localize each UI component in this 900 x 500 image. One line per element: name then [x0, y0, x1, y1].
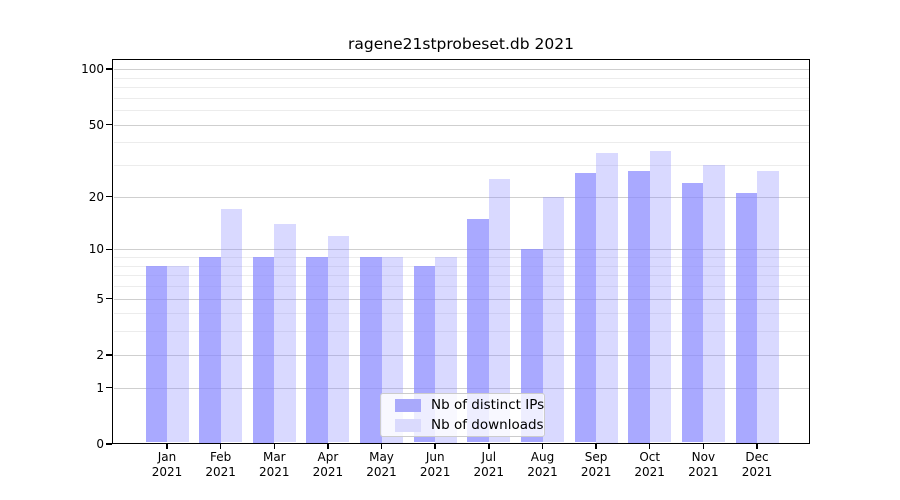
- minor-gridline-8: [114, 265, 809, 267]
- x-tick-label-mar: Mar 2021: [259, 450, 290, 479]
- x-tick-label-jan: Jan 2021: [151, 450, 183, 479]
- bar-nb-of-downloads-jul: [488, 179, 511, 443]
- y-tick-mark: [106, 297, 112, 300]
- x-tick-mark: [488, 444, 490, 449]
- y-tick-label-0: 0: [96, 437, 104, 451]
- bar-nb-of-distinct-ips-apr: [306, 257, 328, 443]
- bar-nb-of-downloads-feb: [220, 209, 243, 443]
- bar-nb-of-downloads-sep: [596, 153, 618, 443]
- legend: Nb of distinct IPs Nb of downloads: [380, 393, 545, 437]
- x-tick-label-jun: Jun 2021: [419, 450, 451, 479]
- x-tick-mark: [327, 444, 329, 449]
- x-tick-mark: [541, 444, 544, 449]
- minor-gridline-60: [114, 110, 809, 112]
- x-tick-label-aug: Aug 2021: [527, 450, 558, 479]
- y-tick-mark: [106, 195, 112, 198]
- y-tick-label-5: 5: [96, 291, 104, 306]
- x-tick-mark: [648, 444, 651, 449]
- minor-gridline-40: [114, 142, 809, 144]
- major-gridline-50: [114, 124, 809, 126]
- x-tick-mark: [273, 444, 276, 449]
- bar-nb-of-downloads-mar: [274, 224, 296, 443]
- minor-gridline-6: [114, 286, 809, 287]
- x-tick-mark: [166, 444, 168, 449]
- minor-gridline-80: [114, 87, 809, 89]
- bar-nb-of-distinct-ips-mar: [252, 257, 275, 443]
- y-tick-label-20: 20: [88, 189, 104, 204]
- y-tick-mark: [106, 123, 112, 126]
- y-tick-mark: [106, 443, 112, 445]
- major-gridline-10: [114, 249, 809, 251]
- bar-nb-of-downloads-jan: [167, 265, 189, 443]
- y-tick-label-100: 100: [81, 62, 104, 77]
- bar-nb-of-downloads-nov: [703, 165, 725, 443]
- x-tick-mark: [756, 444, 758, 449]
- y-tick-mark: [106, 354, 112, 356]
- bar-nb-of-downloads-aug: [542, 196, 564, 443]
- y-tick-mark: [106, 248, 112, 251]
- major-gridline-1: [114, 387, 809, 389]
- bar-nb-of-distinct-ips-feb: [199, 257, 221, 443]
- minor-gridline-9: [114, 257, 809, 258]
- x-tick-mark: [595, 444, 597, 449]
- bar-nb-of-distinct-ips-may: [360, 257, 382, 443]
- bar-nb-of-downloads-oct: [649, 150, 672, 443]
- minor-gridline-3: [114, 331, 809, 333]
- bar-nb-of-distinct-ips-dec: [735, 193, 757, 443]
- legend-item-downloads: Nb of downloads: [381, 415, 544, 435]
- x-tick-label-oct: Oct 2021: [634, 450, 665, 479]
- bar-nb-of-distinct-ips-jul: [467, 218, 489, 443]
- major-gridline-5: [114, 298, 809, 300]
- major-gridline-100: [114, 69, 809, 71]
- bar-nb-of-distinct-ips-nov: [681, 182, 704, 443]
- bar-nb-of-distinct-ips-sep: [574, 173, 597, 443]
- minor-gridline-30: [114, 165, 809, 167]
- legend-label-downloads: Nb of downloads: [431, 417, 544, 433]
- bar-nb-of-distinct-ips-oct: [628, 170, 650, 443]
- x-tick-label-sep: Sep 2021: [580, 450, 612, 479]
- minor-gridline-70: [114, 97, 809, 99]
- minor-gridline-4: [114, 313, 809, 315]
- bar-nb-of-downloads-dec: [757, 170, 779, 443]
- x-tick-mark: [434, 444, 436, 449]
- x-tick-label-jul: Jul 2021: [473, 450, 505, 479]
- major-gridline-20: [114, 196, 809, 198]
- x-tick-mark: [219, 444, 222, 449]
- y-tick-label-1: 1: [96, 380, 104, 395]
- x-tick-label-nov: Nov 2021: [688, 450, 719, 479]
- legend-swatch-distinct-ips-icon: [395, 398, 421, 412]
- x-tick-mark: [702, 444, 705, 449]
- x-tick-label-apr: Apr 2021: [312, 450, 344, 479]
- y-tick-label-50: 50: [88, 117, 104, 132]
- minor-gridline-90: [114, 77, 809, 79]
- minor-gridline-7: [114, 275, 809, 277]
- chart-title: ragene21stprobeset.db 2021: [348, 35, 574, 53]
- bar-nb-of-distinct-ips-jan: [145, 265, 167, 443]
- x-tick-label-feb: Feb 2021: [205, 450, 236, 479]
- x-tick-label-dec: Dec 2021: [741, 450, 773, 479]
- legend-item-distinct-ips: Nb of distinct IPs: [381, 395, 544, 415]
- y-tick-mark: [106, 68, 112, 70]
- bar-nb-of-downloads-apr: [327, 235, 350, 443]
- x-tick-mark: [380, 444, 383, 449]
- major-gridline-2: [114, 354, 809, 356]
- legend-label-distinct-ips: Nb of distinct IPs: [431, 397, 545, 413]
- y-tick-mark: [106, 386, 112, 389]
- x-tick-label-may: May 2021: [366, 450, 397, 479]
- legend-swatch-downloads-icon: [395, 418, 421, 432]
- y-tick-label-10: 10: [88, 242, 104, 257]
- y-tick-label-2: 2: [96, 347, 104, 362]
